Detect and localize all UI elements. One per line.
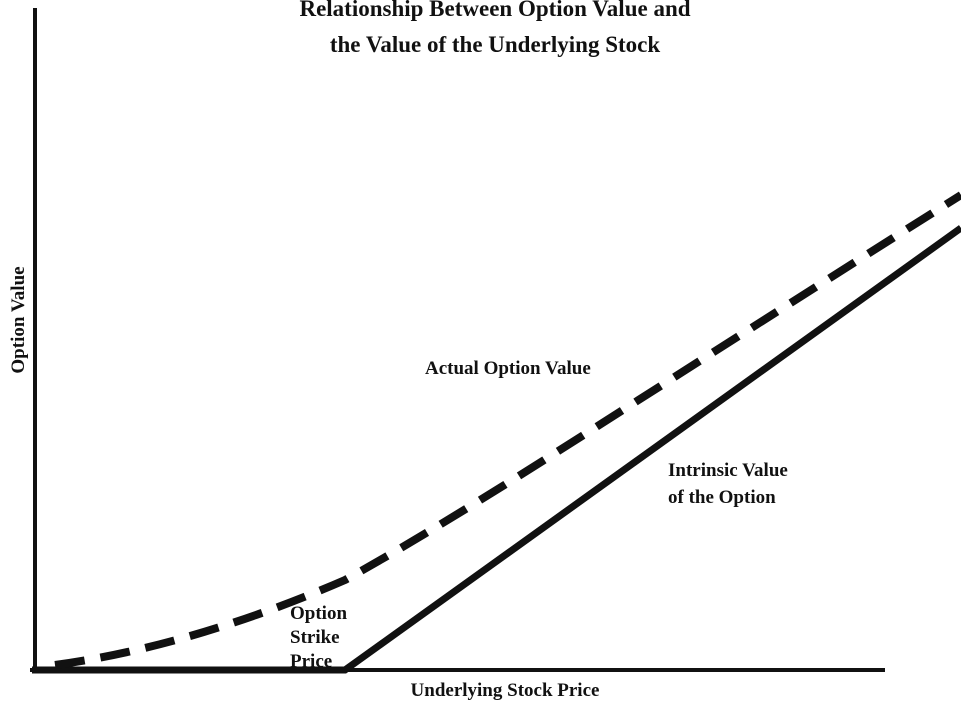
title-line: Relationship Between Option Value and bbox=[299, 0, 690, 21]
annotation: Actual Option Value bbox=[425, 358, 591, 379]
annotation: of the Option bbox=[668, 487, 776, 508]
annotation: Price bbox=[290, 651, 332, 672]
intrinsic-value-line bbox=[32, 225, 961, 674]
actual-value-curve bbox=[54, 191, 961, 669]
x-axis-label: Underlying Stock Price bbox=[411, 680, 600, 701]
annotation: Intrinsic Value bbox=[668, 460, 788, 481]
y-axis-label: Option Value bbox=[8, 266, 29, 373]
annotation: Option bbox=[290, 603, 347, 624]
title-line: the Value of the Underlying Stock bbox=[330, 32, 661, 57]
annotation: Strike bbox=[290, 627, 340, 648]
